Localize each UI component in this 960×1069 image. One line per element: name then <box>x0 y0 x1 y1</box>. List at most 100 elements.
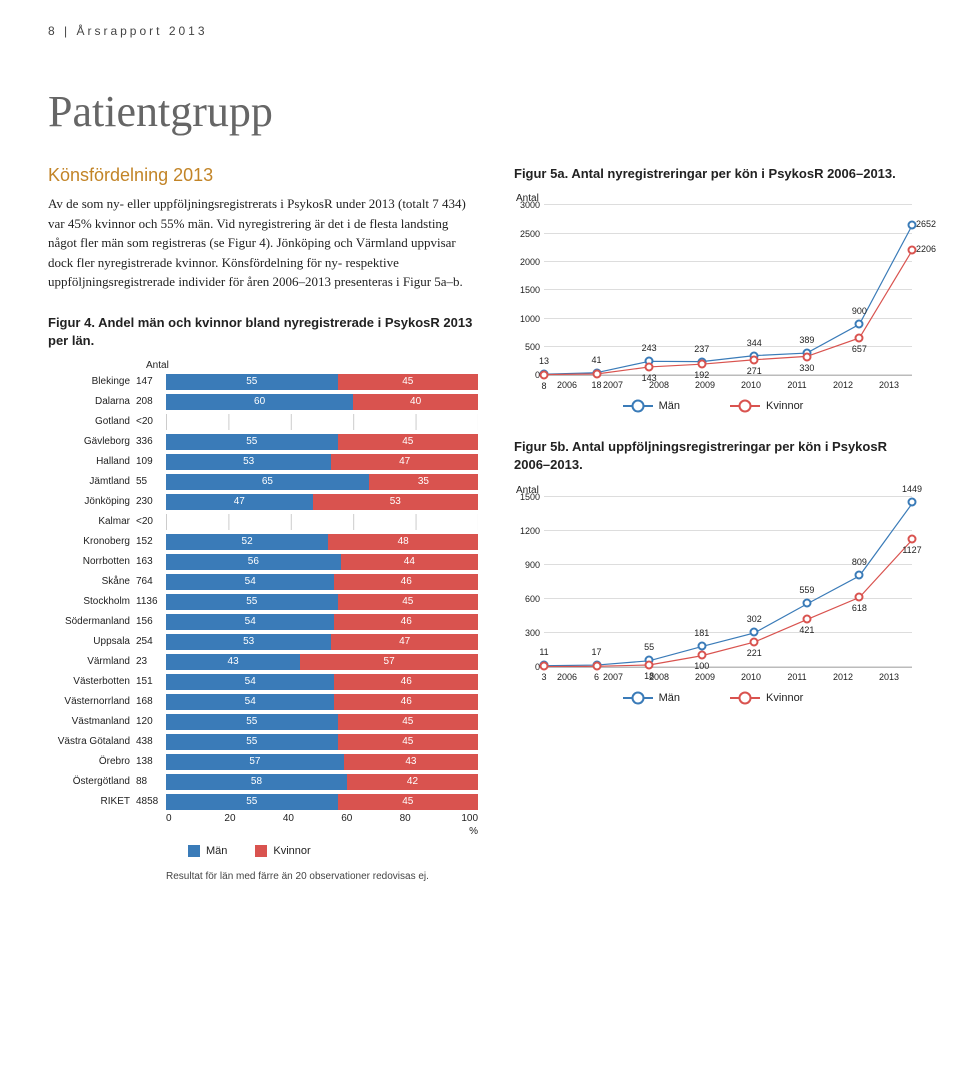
figure4-legend: Män Kvinnor <box>188 845 478 857</box>
figure4-title-rest: Andel män och kvinnor bland nyregistrera… <box>48 315 472 348</box>
figure4-bar-men: 54 <box>166 614 334 630</box>
data-label: 8 <box>541 381 546 391</box>
figure4-row-antal: 254 <box>136 636 166 647</box>
x-tick: 2008 <box>636 672 682 682</box>
legend-marker-men <box>623 405 653 407</box>
figure4-bar-men: 55 <box>166 794 338 810</box>
data-end-label: 2652 <box>916 219 936 229</box>
figure4-bar-men: 53 <box>166 634 331 650</box>
figure4-row: RIKET48585545 <box>48 793 478 811</box>
figure4-row-label: Norrbotten <box>48 556 136 567</box>
y-tick: 600 <box>514 594 540 604</box>
data-marker <box>750 628 759 637</box>
data-marker <box>855 592 864 601</box>
figure4-bar: 6040 <box>166 394 478 410</box>
data-label: 221 <box>747 648 762 658</box>
left-column: Könsfördelning 2013 Av de som ny- eller … <box>48 165 478 882</box>
data-label: 55 <box>644 642 654 652</box>
figure4-row-antal: 156 <box>136 616 166 627</box>
figure4-bar: 5446 <box>166 614 478 630</box>
figure4-row: Östergötland885842 <box>48 773 478 791</box>
figure4-row-antal: 138 <box>136 756 166 767</box>
figure5b-title-strong: Figur 5b. <box>514 439 569 454</box>
figure4-bar-men: 60 <box>166 394 353 410</box>
figure4-chart: Antal Blekinge1475545Dalarna2086040Gotla… <box>48 360 478 882</box>
x-tick: 2011 <box>774 672 820 682</box>
figure5b-x-axis: 20062007200820092010201120122013 <box>544 672 912 682</box>
data-label: 13 <box>539 356 549 366</box>
data-marker <box>697 360 706 369</box>
data-marker <box>697 651 706 660</box>
figure4-row-label: Blekinge <box>48 376 136 387</box>
figure4-row-label: Gävleborg <box>48 436 136 447</box>
figure4-bar-women: 57 <box>300 654 478 670</box>
figure4-bar-women: 47 <box>331 634 478 650</box>
figure4-row: Gävleborg3365545 <box>48 433 478 451</box>
figure4-bar: 5248 <box>166 534 478 550</box>
figure4-bar-men: 55 <box>166 434 338 450</box>
figure4-row: Värmland234357 <box>48 653 478 671</box>
figure4-antal-head: Antal <box>48 360 478 371</box>
figure4-row: Örebro1385743 <box>48 753 478 771</box>
figure4-bar-men: 52 <box>166 534 328 550</box>
data-label: 243 <box>642 343 657 353</box>
figure4-row-label: Västra Götaland <box>48 736 136 747</box>
figure4-row: Västernorrland1685446 <box>48 693 478 711</box>
figure4-bar-women: 46 <box>334 574 478 590</box>
figure4-row-antal: 151 <box>136 676 166 687</box>
figure5b-plot: 0300600900120015001117551813025598091449… <box>544 498 912 668</box>
data-label: 330 <box>799 363 814 373</box>
y-tick: 3000 <box>514 200 540 210</box>
figure5a-title: Figur 5a. Antal nyregistreringar per kön… <box>514 165 912 183</box>
legend-item-men: Män <box>623 400 680 412</box>
data-marker <box>750 355 759 364</box>
x-tick: 2012 <box>820 380 866 390</box>
legend-item-men: Män <box>623 692 680 704</box>
figure4-row: Stockholm11365545 <box>48 593 478 611</box>
gridline <box>544 496 912 497</box>
figure4-row-antal: 4858 <box>136 796 166 807</box>
data-marker <box>908 498 917 507</box>
x-tick: 2012 <box>820 672 866 682</box>
data-label: 657 <box>852 344 867 354</box>
figure4-row: Kronoberg1525248 <box>48 533 478 551</box>
y-tick: 300 <box>514 628 540 638</box>
data-marker <box>855 320 864 329</box>
figure4-bar: 5446 <box>166 574 478 590</box>
y-tick: 1500 <box>514 285 540 295</box>
figure5a-legend: Män Kvinnor <box>514 400 912 412</box>
figure4-row-antal: <20 <box>136 416 166 427</box>
figure4-axis-tick: 60 <box>341 813 399 824</box>
data-label: 421 <box>799 625 814 635</box>
figure4-bar-men: 55 <box>166 374 338 390</box>
y-tick: 1500 <box>514 492 540 502</box>
page-header: 8 | Årsrapport 2013 <box>48 24 912 38</box>
figure4-bar-women: 44 <box>341 554 478 570</box>
data-marker <box>802 352 811 361</box>
data-label: 192 <box>694 370 709 380</box>
figure4-bar: 5446 <box>166 694 478 710</box>
figure4-row-antal: <20 <box>136 516 166 527</box>
figure4-bar: 5644 <box>166 554 478 570</box>
gridline <box>544 204 912 205</box>
legend-label-women: Kvinnor <box>273 845 310 857</box>
figure4-axis-tick: 40 <box>283 813 341 824</box>
figure4-row: Kalmar<20 <box>48 513 478 531</box>
figure4-row-label: Halland <box>48 456 136 467</box>
data-label: 559 <box>799 585 814 595</box>
legend-item-women: Kvinnor <box>255 845 310 857</box>
figure4-bar-men: 57 <box>166 754 344 770</box>
figure4-row: Dalarna2086040 <box>48 393 478 411</box>
data-marker <box>645 363 654 372</box>
figure4-footnote: Resultat för län med färre än 20 observa… <box>166 871 478 882</box>
data-marker <box>540 662 549 671</box>
figure4-row: Västerbotten1515446 <box>48 673 478 691</box>
figure4-row-label: Västernorrland <box>48 696 136 707</box>
y-tick: 0 <box>514 370 540 380</box>
data-label: 1127 <box>902 545 921 555</box>
figure4-bar <box>166 514 478 530</box>
figure4-row: Södermanland1565446 <box>48 613 478 631</box>
data-marker <box>908 534 917 543</box>
legend-label-men: Män <box>206 845 227 857</box>
data-marker <box>855 570 864 579</box>
